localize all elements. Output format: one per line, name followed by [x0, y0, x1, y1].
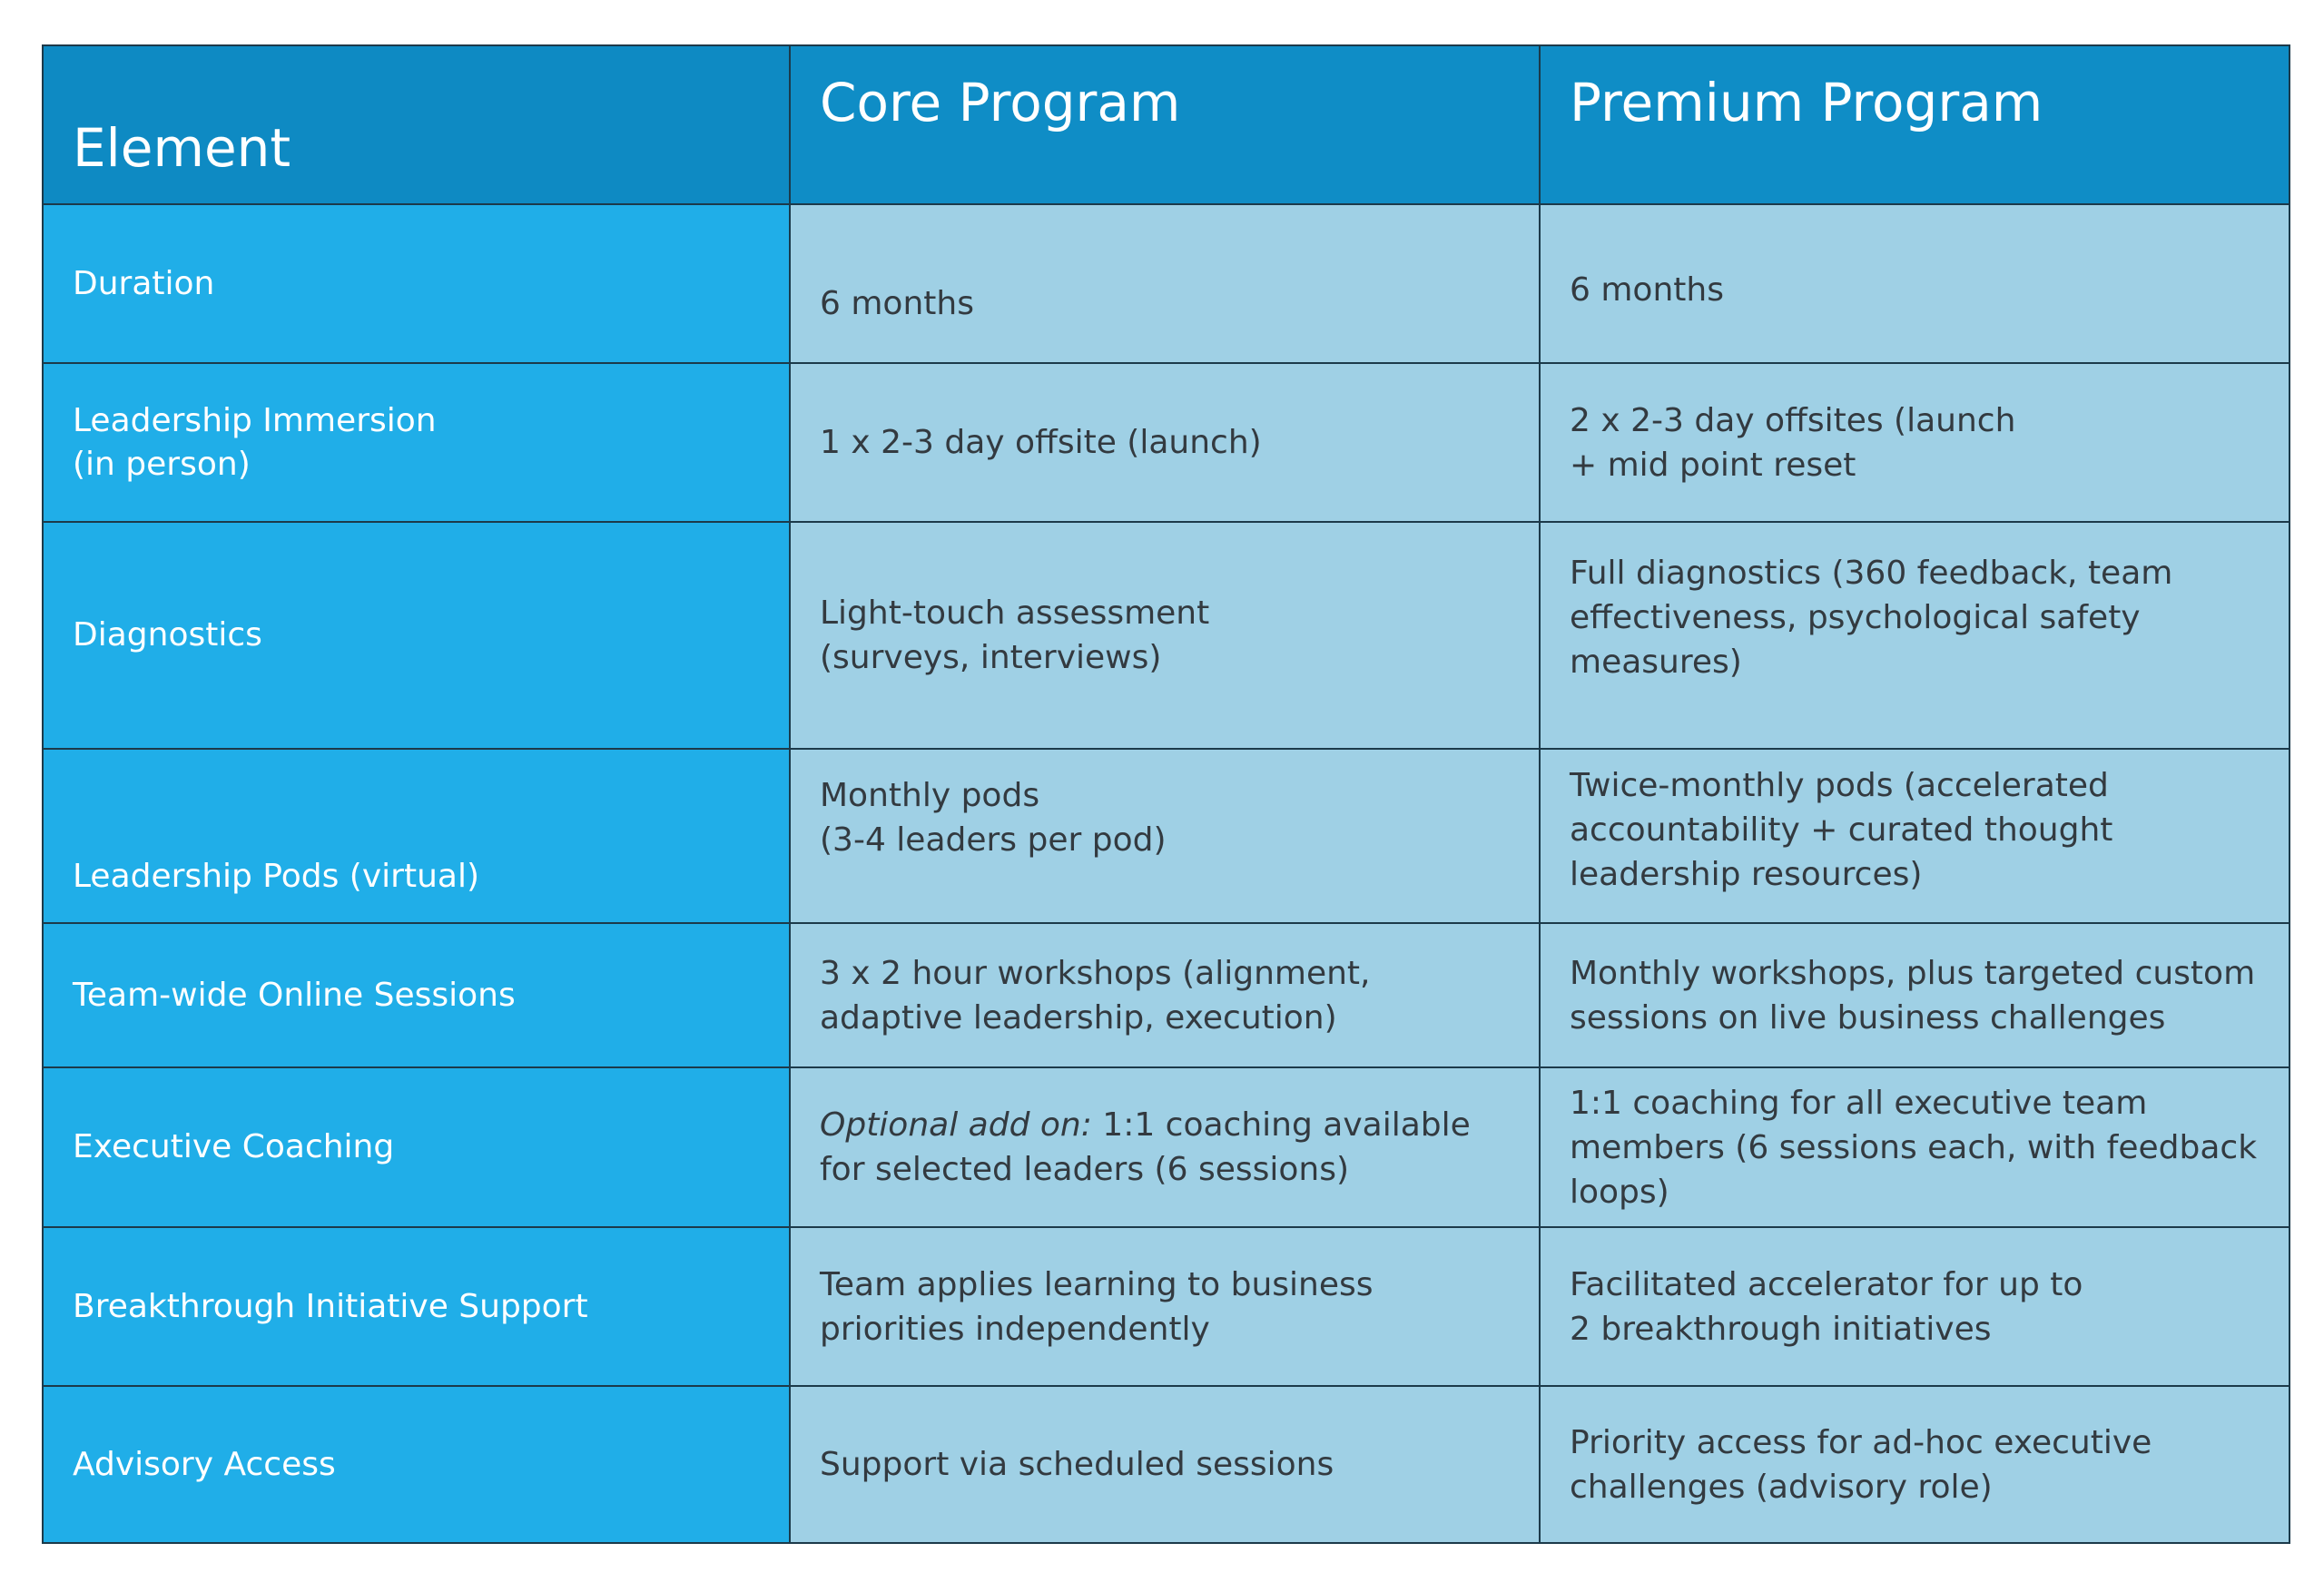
row-label-line: Advisory Access	[73, 1445, 336, 1483]
core-cell: Team applies learning to business priorit…	[789, 1226, 1541, 1387]
table-row: Advisory Access Support via scheduled se…	[42, 1385, 2290, 1544]
core-line: Light-touch assessment	[820, 595, 1210, 632]
premium-line: sessions on live business challenges	[1570, 998, 2166, 1037]
core-line: 1:1 coaching available	[1091, 1106, 1471, 1144]
row-label: Team-wide Online Sessions	[42, 922, 791, 1068]
core-line: 6 months	[820, 285, 974, 322]
premium-cell: Full diagnostics (360 feedback, team effe…	[1539, 521, 2290, 750]
premium-line: 6 months	[1570, 271, 1724, 309]
row-label-line: Duration	[73, 264, 215, 302]
header-premium-program: Premium Program	[1539, 44, 2290, 205]
row-label-line: Executive Coaching	[73, 1128, 395, 1165]
premium-cell: Twice-monthly pods (accelerated accountab…	[1539, 748, 2290, 924]
premium-line: + mid point reset	[1570, 446, 1856, 484]
core-line: for selected leaders (6 sessions)	[820, 1151, 1350, 1188]
table-row: Executive Coaching Optional add on: 1:1 …	[42, 1066, 2290, 1228]
row-label-line: Diagnostics	[73, 616, 262, 654]
premium-line: challenges (advisory role)	[1570, 1468, 1993, 1506]
table-header-row: Element Core Program Premium Program	[42, 44, 2290, 205]
premium-cell: 6 months	[1539, 203, 2290, 364]
premium-line: effectiveness, psychological safety	[1570, 598, 2141, 636]
core-cell: 6 months	[789, 203, 1541, 364]
premium-cell: 2 x 2-3 day offsites (launch + mid point …	[1539, 362, 2290, 523]
core-line: 1 x 2-3 day offsite (launch)	[820, 424, 1262, 461]
optional-add-on-label: Optional add on:	[820, 1106, 1092, 1144]
core-cell: 1 x 2-3 day offsite (launch)	[789, 362, 1541, 523]
premium-cell: 1:1 coaching for all executive team membe…	[1539, 1066, 2290, 1228]
premium-line: 1:1 coaching for all executive team	[1570, 1084, 2148, 1122]
core-line: Team applies learning to business	[820, 1265, 1374, 1303]
row-label-line: Breakthrough Initiative Support	[73, 1287, 588, 1325]
core-line: 3 x 2 hour workshops (alignment,	[820, 954, 1371, 992]
premium-line: Twice-monthly pods (accelerated	[1570, 766, 2109, 804]
table-row: Team-wide Online Sessions 3 x 2 hour wor…	[42, 922, 2290, 1068]
premium-cell: Priority access for ad-hoc executive chal…	[1539, 1385, 2290, 1544]
row-label: Diagnostics	[42, 521, 791, 750]
table-row: Breakthrough Initiative Support Team app…	[42, 1226, 2290, 1387]
core-line: priorities independently	[820, 1310, 1210, 1348]
row-label-line: (in person)	[73, 445, 251, 483]
table-row: Leadership Immersion (in person) 1 x 2-3 …	[42, 362, 2290, 523]
row-label: Leadership Immersion (in person)	[42, 362, 791, 523]
premium-cell: Monthly workshops, plus targeted custom s…	[1539, 922, 2290, 1068]
header-core-program: Core Program	[789, 44, 1541, 205]
premium-line: Monthly workshops, plus targeted custom	[1570, 954, 2256, 992]
premium-line: Full diagnostics (360 feedback, team	[1570, 554, 2173, 592]
core-line: Monthly pods	[820, 777, 1040, 814]
core-line: Support via scheduled sessions	[820, 1446, 1334, 1483]
premium-line: members (6 sessions each, with feedback	[1570, 1128, 2258, 1166]
core-line: (surveys, interviews)	[820, 639, 1162, 676]
premium-line: loops)	[1570, 1173, 1669, 1211]
header-element: Element	[42, 44, 791, 205]
core-cell: Optional add on: 1:1 coaching available f…	[789, 1066, 1541, 1228]
premium-cell: Facilitated accelerator for up to 2 break…	[1539, 1226, 2290, 1387]
row-label: Executive Coaching	[42, 1066, 791, 1228]
core-cell: 3 x 2 hour workshops (alignment, adaptive…	[789, 922, 1541, 1068]
comparison-table: Element Core Program Premium Program Dur…	[42, 44, 2290, 1544]
premium-line: measures)	[1570, 643, 1742, 681]
table-row: Leadership Pods (virtual) Monthly pods (3…	[42, 748, 2290, 924]
row-label: Duration	[42, 203, 791, 364]
row-label-line: Leadership Pods (virtual)	[73, 858, 479, 895]
premium-line: 2 x 2-3 day offsites (launch	[1570, 401, 2016, 439]
premium-line: 2 breakthrough initiatives	[1570, 1310, 1992, 1348]
core-cell: Light-touch assessment (surveys, intervie…	[789, 521, 1541, 750]
premium-line: Priority access for ad-hoc executive	[1570, 1423, 2152, 1461]
row-label: Leadership Pods (virtual)	[42, 748, 791, 924]
row-label: Advisory Access	[42, 1385, 791, 1544]
row-label: Breakthrough Initiative Support	[42, 1226, 791, 1387]
premium-line: leadership resources)	[1570, 855, 1923, 893]
table-row: Duration 6 months 6 months	[42, 203, 2290, 364]
core-cell: Monthly pods (3-4 leaders per pod)	[789, 748, 1541, 924]
core-cell: Support via scheduled sessions	[789, 1385, 1541, 1544]
core-line: adaptive leadership, execution)	[820, 998, 1337, 1037]
table-row: Diagnostics Light-touch assessment (surve…	[42, 521, 2290, 750]
row-label-line: Leadership Immersion	[73, 401, 437, 439]
premium-line: Facilitated accelerator for up to	[1570, 1265, 2083, 1303]
premium-line: accountability + curated thought	[1570, 811, 2113, 849]
core-line: (3-4 leaders per pod)	[820, 821, 1167, 859]
row-label-line: Team-wide Online Sessions	[73, 976, 516, 1014]
